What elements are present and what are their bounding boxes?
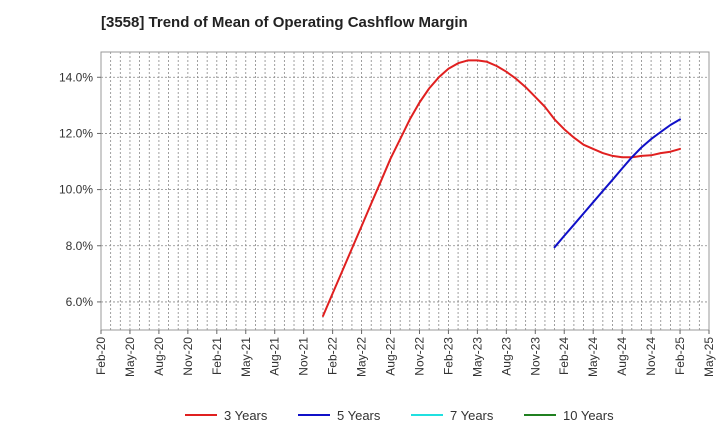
x-tick-label: Nov-22 <box>412 337 426 376</box>
y-tick-label: 12.0% <box>59 126 93 140</box>
grid-lines <box>101 52 709 330</box>
x-tick-label: May-24 <box>586 337 600 377</box>
x-tick-label: Aug-24 <box>615 337 629 376</box>
y-tick-label: 6.0% <box>66 295 94 309</box>
y-axis: 6.0% 8.0% 10.0% 12.0% 14.0% <box>59 70 101 309</box>
series-line-5-years <box>553 118 681 249</box>
legend-label: 5 Years <box>337 408 381 423</box>
legend: 3 Years 5 Years 7 Years 10 Years <box>185 408 614 423</box>
x-tick-label: Aug-21 <box>268 337 282 376</box>
x-tick-label: Nov-21 <box>297 337 311 376</box>
x-tick-label: May-23 <box>470 337 484 377</box>
x-tick-label: Feb-22 <box>326 337 340 375</box>
x-tick-label: May-25 <box>702 337 716 377</box>
plot-frame <box>100 51 710 331</box>
y-tick-label: 8.0% <box>66 239 94 253</box>
x-tick-label: Aug-20 <box>152 337 166 376</box>
x-tick-label: Feb-21 <box>210 337 224 375</box>
x-axis: Feb-20 May-20 Aug-20 Nov-20 Feb-21 May-21 Aug-… <box>94 330 716 377</box>
series-line-3-years <box>322 59 681 317</box>
x-tick-label: Nov-24 <box>644 337 658 376</box>
x-tick-label: Feb-23 <box>441 337 455 375</box>
x-tick-label: May-22 <box>355 337 369 377</box>
x-tick-label: Nov-20 <box>181 337 195 376</box>
y-tick-label: 10.0% <box>59 183 93 197</box>
x-tick-label: Feb-24 <box>557 337 571 375</box>
chart-title: [3558] Trend of Mean of Operating Cashfl… <box>101 14 468 31</box>
legend-label: 3 Years <box>224 408 268 423</box>
y-tick-label: 14.0% <box>59 70 93 84</box>
x-tick-label: Nov-23 <box>528 337 542 376</box>
x-tick-label: Aug-22 <box>384 337 398 376</box>
legend-label: 10 Years <box>563 408 614 423</box>
x-tick-label: May-20 <box>123 337 137 377</box>
x-tick-label: Aug-23 <box>499 337 513 376</box>
x-tick-label: May-21 <box>239 337 253 377</box>
legend-label: 7 Years <box>450 408 494 423</box>
series-lines <box>322 59 681 317</box>
x-tick-label: Feb-20 <box>94 337 108 375</box>
x-tick-label: Feb-25 <box>673 337 687 375</box>
